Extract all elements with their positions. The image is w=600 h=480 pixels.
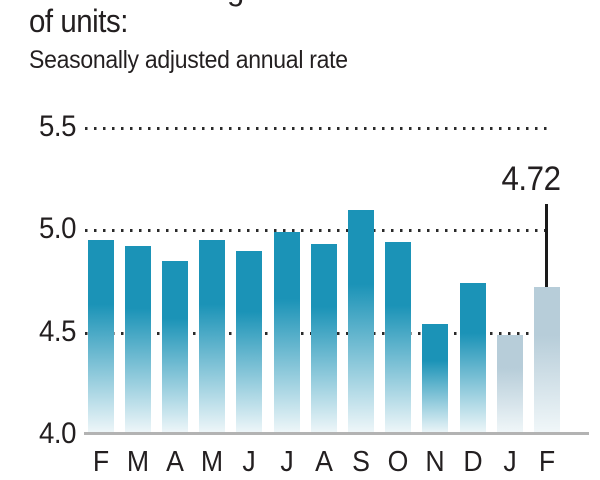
bar xyxy=(459,283,486,435)
bar xyxy=(87,240,114,435)
chart-subtitle: Seasonally adjusted annual rate xyxy=(29,46,348,74)
bar xyxy=(496,334,523,435)
x-axis-label: J xyxy=(503,446,517,478)
gridline-dotted xyxy=(85,229,551,232)
chart-title: of units: xyxy=(29,3,128,39)
x-axis-label: J xyxy=(242,446,256,478)
bar xyxy=(161,260,188,435)
bar xyxy=(422,324,449,435)
x-axis-label: D xyxy=(462,446,483,478)
x-axis-label: N xyxy=(425,446,445,478)
bar xyxy=(347,209,374,435)
bar xyxy=(310,244,337,435)
x-axis-label: M xyxy=(126,446,149,478)
x-axis-label: A xyxy=(165,446,184,478)
gridline-dotted xyxy=(85,126,551,130)
x-axis-label: M xyxy=(200,446,224,478)
y-axis-tick-label: 5.5 xyxy=(38,109,76,143)
y-axis-tick-label: 4.0 xyxy=(38,417,76,450)
y-axis-tick-label: 4.5 xyxy=(38,314,76,348)
bar xyxy=(385,242,412,435)
bar xyxy=(533,287,560,435)
bar xyxy=(124,246,151,435)
cropped-title-fragment: g xyxy=(227,0,244,5)
x-axis-label: O xyxy=(387,446,409,478)
annotation-label: 4.72 xyxy=(501,160,561,198)
bar xyxy=(273,232,300,435)
x-axis-label: A xyxy=(314,446,333,478)
x-axis-label: J xyxy=(279,446,294,478)
x-axis-label: S xyxy=(351,446,370,478)
x-axis-label: F xyxy=(92,446,109,478)
bar xyxy=(236,250,263,435)
y-axis-tick-label: 5.0 xyxy=(38,212,76,245)
annotation-pointer-line xyxy=(545,204,549,288)
x-axis-baseline xyxy=(84,432,589,435)
x-axis-label: F xyxy=(538,446,556,478)
bar xyxy=(199,240,226,435)
